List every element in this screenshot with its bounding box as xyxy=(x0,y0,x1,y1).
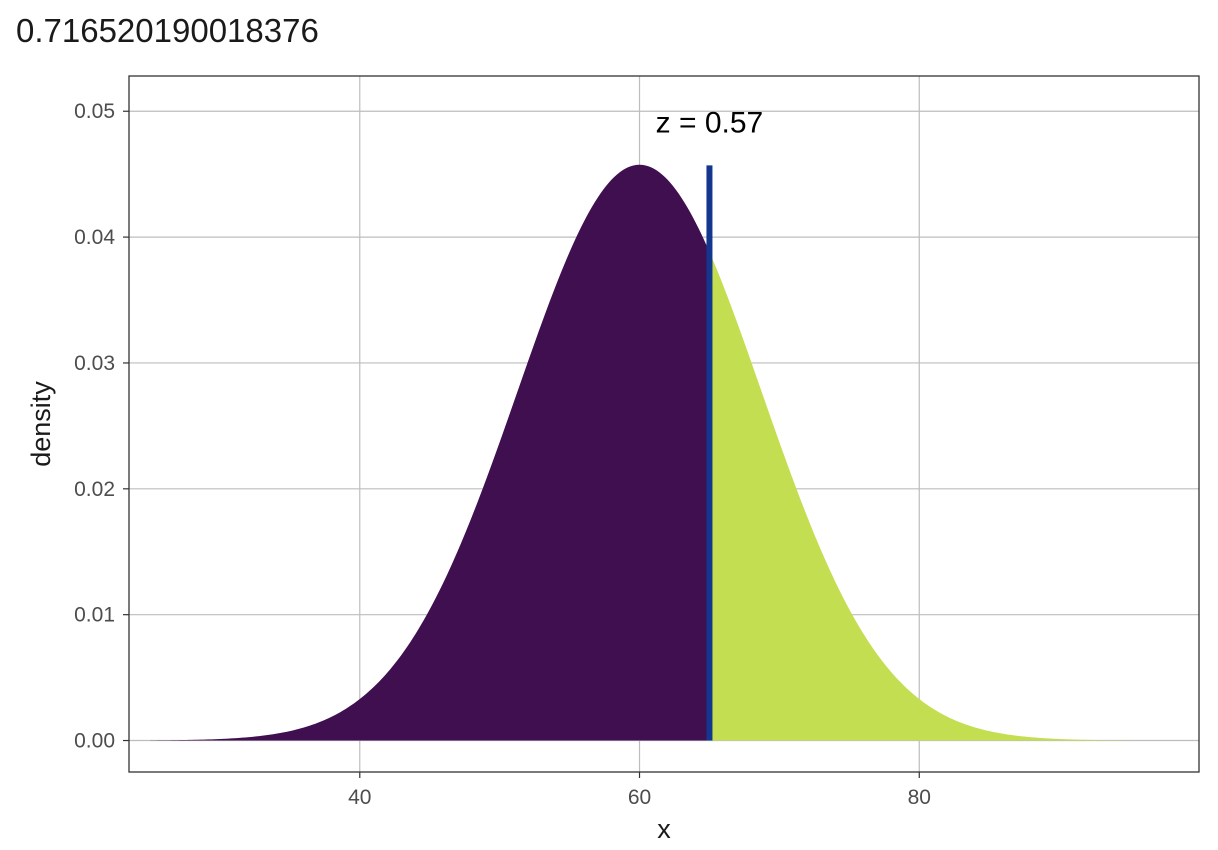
density-areas xyxy=(149,164,1130,741)
y-tick-label: 0.05 xyxy=(74,100,115,123)
y-axis-ticks: 0.00 0.01 0.02 0.03 0.04 0.05 xyxy=(74,100,129,753)
x-axis-title: x xyxy=(657,814,671,844)
z-annotation: z = 0.57 xyxy=(656,106,764,139)
panel-border xyxy=(128,75,1200,773)
x-tick-label: 60 xyxy=(628,786,651,809)
y-tick-label: 0.01 xyxy=(74,604,115,627)
x-tick-label: 40 xyxy=(348,786,371,809)
area-above-cutoff xyxy=(709,252,1130,741)
y-tick-label: 0.04 xyxy=(74,226,115,249)
y-axis-title: density xyxy=(26,381,56,467)
x-axis-ticks: 40 60 80 xyxy=(348,772,931,809)
x-tick-label: 80 xyxy=(908,786,931,809)
chart-title: 0.716520190018376 xyxy=(16,12,319,49)
area-below-cutoff xyxy=(149,164,710,741)
y-tick-label: 0.03 xyxy=(74,352,115,375)
y-tick-label: 0.00 xyxy=(74,730,115,753)
y-tick-label: 0.02 xyxy=(74,478,115,501)
